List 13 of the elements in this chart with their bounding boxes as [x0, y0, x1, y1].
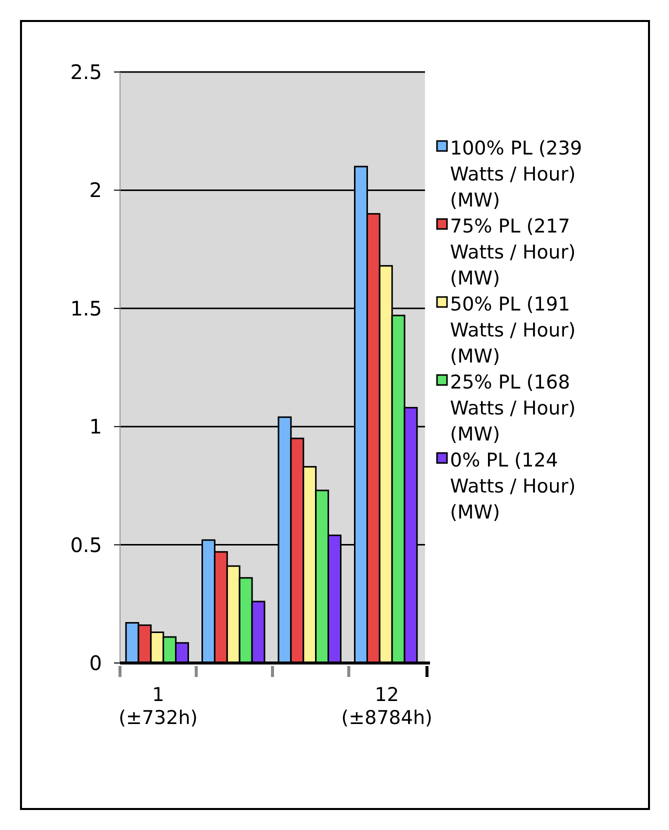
legend-label: 75% PL (217 Watts / Hour) (MW) [450, 216, 576, 290]
x-tick-label: 12 (±8784h) [341, 684, 432, 729]
y-tick-label: 1.5 [70, 296, 102, 320]
y-tick-label: 2.5 [70, 60, 102, 84]
legend-label: 100% PL (239 Watts / Hour) (MW) [450, 138, 582, 212]
x-tick-label: 1 (±732h) [118, 684, 198, 729]
y-tick-label: 0 [89, 651, 102, 675]
y-tick-label: 0.5 [70, 532, 102, 557]
legend-label: 50% PL (191 Watts / Hour) (MW) [450, 294, 576, 368]
y-tick-label: 1 [89, 414, 102, 439]
legend-label: 0% PL (124 Watts / Hour) (MW) [450, 450, 576, 524]
y-tick-label: 2 [89, 178, 102, 202]
legend-label: 25% PL (168 Watts / Hour) (MW) [450, 372, 576, 446]
